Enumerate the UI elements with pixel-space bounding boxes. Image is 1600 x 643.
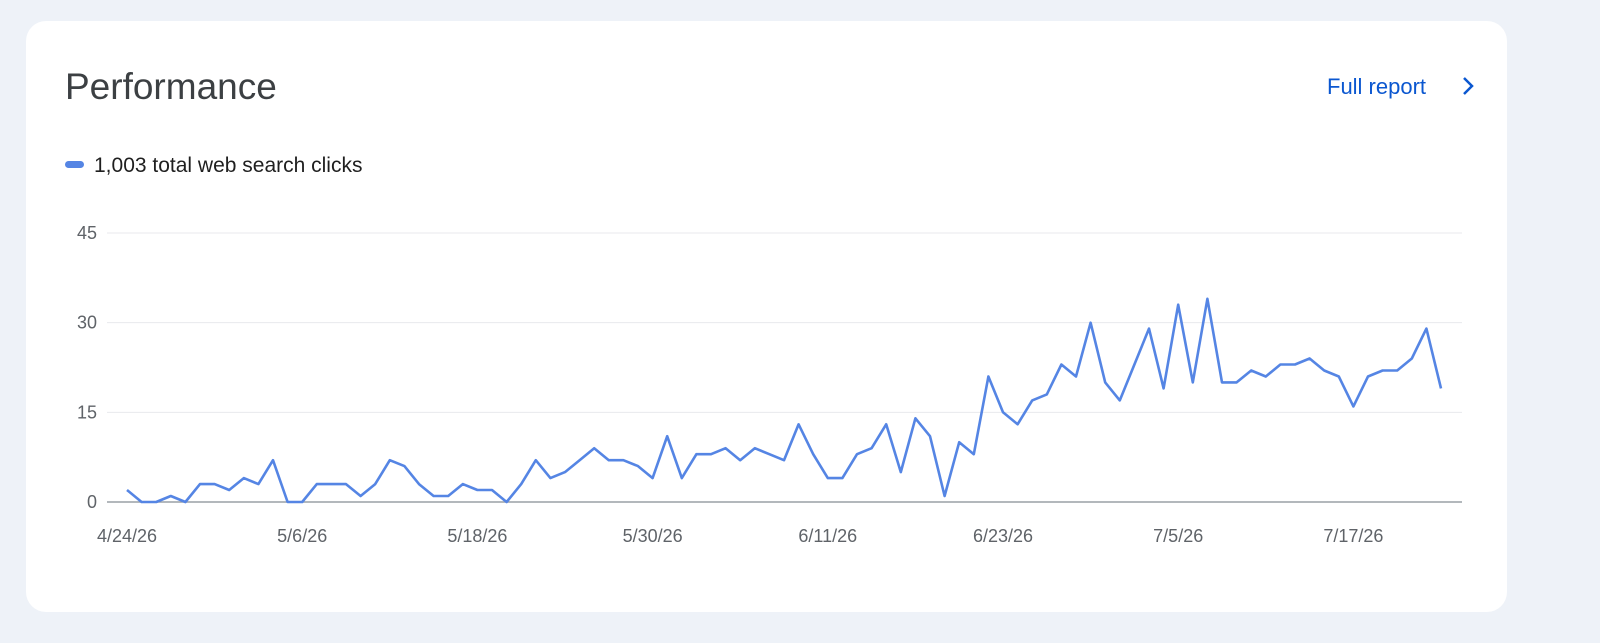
y-tick-label: 45 [77, 223, 97, 243]
plot: 0 15 30 45 4/24/26 5/6/26 5/18/26 5/30/26 6/11/2… [65, 154, 1462, 546]
y-tick-label: 0 [87, 492, 97, 512]
x-tick-label: 4/24/26 [97, 526, 157, 546]
y-tick-label: 15 [77, 402, 97, 422]
x-tick-label: 6/11/26 [798, 526, 857, 546]
chevron-icon[interactable] [1463, 77, 1474, 95]
full-report-link[interactable]: Full report [1327, 74, 1474, 99]
x-tick-label: 5/18/26 [447, 526, 507, 546]
x-tick-label: 5/6/26 [277, 526, 327, 546]
legend-swatch [65, 161, 84, 168]
x-tick-label: 5/30/26 [623, 526, 683, 546]
y-tick-label: 30 [77, 313, 97, 333]
x-tick-label: 6/23/26 [973, 526, 1033, 546]
x-tick-label: 7/5/26 [1153, 526, 1203, 546]
performance-card [26, 21, 1507, 612]
series-line [126, 297, 1443, 504]
legend-label: 1,003 total web search clicks [94, 154, 362, 177]
link-text[interactable]: Full report [1327, 74, 1426, 99]
x-tick-label: 7/17/26 [1323, 526, 1383, 546]
card-title: Performance [65, 66, 277, 107]
